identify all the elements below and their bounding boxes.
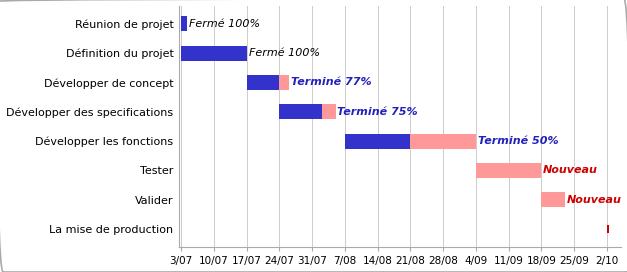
Bar bbox=[322, 104, 335, 119]
Bar bbox=[607, 225, 609, 233]
Bar bbox=[280, 75, 289, 90]
Bar bbox=[280, 104, 322, 119]
Text: Nouveau: Nouveau bbox=[567, 195, 621, 205]
Text: Fermé 100%: Fermé 100% bbox=[248, 48, 320, 58]
Text: Fermé 100%: Fermé 100% bbox=[189, 19, 260, 29]
Bar bbox=[541, 192, 565, 208]
Bar bbox=[410, 134, 476, 149]
Bar bbox=[181, 45, 246, 61]
Bar bbox=[246, 75, 280, 90]
Bar bbox=[476, 163, 541, 178]
Bar bbox=[181, 16, 187, 32]
Text: Terminé 77%: Terminé 77% bbox=[291, 78, 371, 88]
Text: Nouveau: Nouveau bbox=[543, 165, 598, 175]
Text: Terminé 50%: Terminé 50% bbox=[478, 136, 558, 146]
Text: Terminé 75%: Terminé 75% bbox=[337, 107, 418, 117]
Bar bbox=[345, 134, 410, 149]
